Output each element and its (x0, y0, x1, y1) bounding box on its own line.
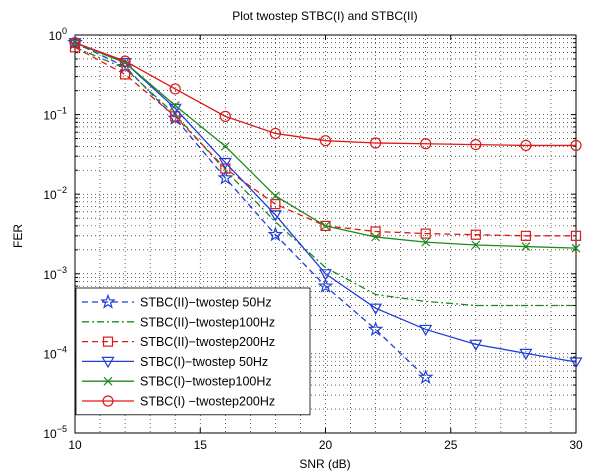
data-point (419, 324, 433, 337)
legend-item: STBC(II)−twostep 50Hz (82, 293, 272, 310)
legend-marker (101, 356, 115, 369)
data-point (520, 230, 532, 241)
data-point (220, 141, 230, 151)
legend-label: STBC(II)−twostep100Hz (140, 315, 275, 329)
data-point (217, 169, 234, 185)
data-point (371, 232, 381, 242)
legend-label: STBC(I)−twostep 50Hz (140, 355, 268, 369)
data-point (169, 83, 181, 95)
data-point (421, 237, 431, 247)
legend-label: STBC(II)−twostep200Hz (140, 335, 275, 349)
series-line (74, 46, 576, 307)
series-5 (70, 38, 581, 253)
data-point (220, 163, 231, 174)
x-tick-label: 30 (569, 438, 583, 452)
data-point (471, 240, 481, 250)
data-point (170, 111, 181, 122)
data-point (170, 101, 180, 110)
data-point (571, 243, 581, 253)
data-point (219, 110, 231, 122)
series-line (74, 42, 427, 378)
data-point (318, 269, 333, 281)
y-axis-title: FER (11, 224, 25, 248)
data-point (270, 199, 281, 210)
data-point (320, 220, 331, 231)
data-point (321, 221, 330, 231)
legend-marker (102, 395, 114, 407)
x-tick-label: 15 (194, 438, 208, 452)
series-line (74, 42, 576, 147)
data-point (570, 139, 582, 152)
legend: STBC(II)−twostep 50Hz STBC(II)−twostep100… (75, 287, 311, 416)
x-tick-label: 10 (68, 438, 82, 452)
data-point (369, 303, 383, 315)
data-point (69, 37, 81, 49)
data-point (119, 55, 131, 67)
data-point (417, 369, 434, 385)
y-tick-label: 10−2 (43, 185, 67, 202)
data-point (270, 191, 280, 201)
data-point (520, 139, 532, 152)
y-tick-label: 100 (49, 26, 67, 43)
y-tick-label: 10−1 (43, 106, 67, 123)
data-point (319, 135, 332, 147)
series-2 (74, 46, 576, 307)
legend-item: STBC(I)−twostep100Hz (82, 375, 272, 389)
legend-marker (102, 336, 114, 347)
data-point (370, 137, 382, 149)
data-point (370, 226, 381, 237)
legend-label: STBC(I) −twostep200Hz (140, 395, 275, 409)
data-point (569, 357, 583, 369)
legend-label: STBC(II)−twostep 50Hz (140, 296, 272, 310)
series-line (74, 42, 577, 363)
data-point (469, 339, 483, 352)
x-axis-title: SNR (dB) (299, 457, 350, 471)
y-tick-label: 10−5 (43, 424, 67, 441)
series-layer (67, 34, 583, 385)
data-point (119, 69, 131, 80)
legend-item: STBC(II)−twostep200Hz (82, 335, 275, 349)
legend-item: STBC(I) −twostep200Hz (82, 395, 275, 409)
y-tick-label: 10−3 (43, 265, 67, 282)
data-point (470, 229, 481, 240)
data-point (268, 210, 282, 222)
data-point (470, 138, 482, 151)
data-point (317, 277, 334, 293)
data-point (570, 230, 582, 241)
series-3 (69, 42, 582, 241)
data-point (519, 348, 533, 361)
chart-title: Plot twostep STBC(I) and STBC(II) (232, 9, 417, 23)
data-point (367, 321, 384, 337)
legend-label: STBC(I)−twostep100Hz (140, 375, 272, 389)
x-tick-label: 20 (319, 438, 333, 452)
legend-item: STBC(I)−twostep 50Hz (82, 355, 268, 369)
y-tick-label: 10−4 (43, 344, 67, 361)
series-6 (69, 37, 582, 152)
legend-box (75, 287, 311, 416)
data-point (521, 242, 531, 251)
data-point (420, 228, 431, 239)
legend-item: STBC(II)−twostep100Hz (82, 315, 275, 329)
legend-marker (100, 293, 116, 309)
data-point (420, 138, 432, 150)
data-point (218, 157, 232, 170)
legend-marker (103, 376, 113, 386)
data-point (269, 127, 281, 140)
x-tick-label: 25 (444, 438, 458, 452)
data-point (267, 226, 284, 242)
x-axis-ticks: 10 15 20 25 30 (68, 35, 583, 452)
